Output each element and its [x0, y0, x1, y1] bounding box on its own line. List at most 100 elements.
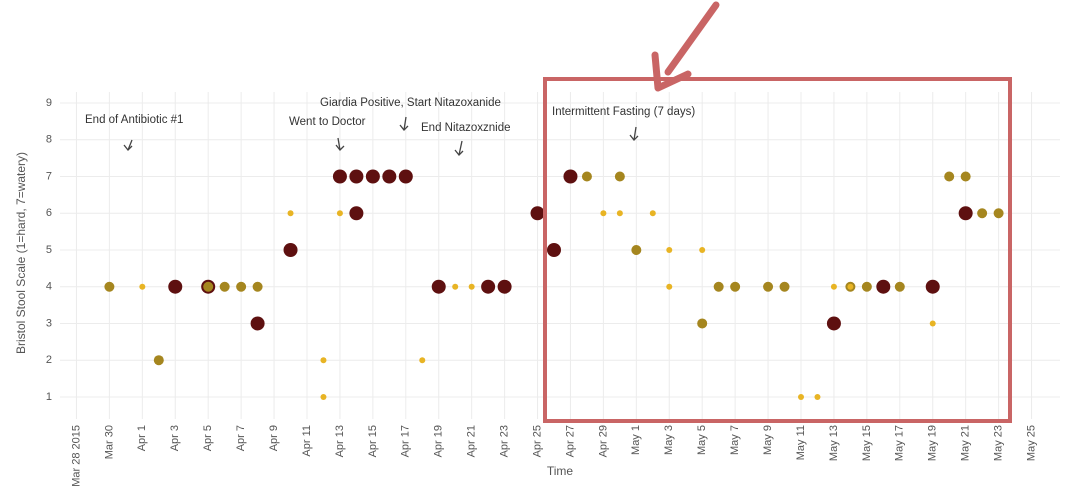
y-tick-label: 1	[46, 391, 52, 403]
y-tick-label: 4	[46, 281, 52, 293]
highlight-arrowhead	[651, 51, 692, 92]
data-point	[252, 281, 263, 292]
annotation-arrow	[127, 139, 133, 151]
data-point	[847, 283, 854, 290]
data-point	[481, 279, 496, 294]
data-point	[798, 393, 804, 400]
data-point	[365, 169, 380, 184]
data-point	[779, 281, 790, 292]
annotation: End of Antibiotic #1	[85, 114, 183, 126]
x-tick-label: May 1	[630, 425, 642, 455]
data-point	[398, 169, 413, 184]
x-tick-label: May 5	[696, 425, 708, 455]
x-tick-label: Apr 17	[400, 425, 412, 457]
x-axis-label: Time	[547, 464, 574, 478]
data-point	[219, 281, 230, 292]
data-point	[104, 281, 115, 292]
x-tick-label: Apr 15	[367, 425, 379, 457]
x-tick-label: May 17	[894, 425, 906, 461]
x-tick-label: Apr 23	[499, 425, 511, 457]
x-tick-label: Apr 19	[433, 425, 445, 457]
data-point	[649, 210, 656, 217]
data-point	[563, 169, 578, 184]
x-tick-label: May 3	[663, 425, 675, 455]
data-point	[287, 210, 294, 217]
annotation-arrowhead	[629, 134, 639, 141]
data-point	[944, 171, 955, 182]
x-tick-label: Apr 27	[564, 425, 576, 457]
annotation-arrow	[458, 140, 463, 156]
x-tick-label: May 13	[828, 425, 840, 461]
data-point	[153, 355, 164, 366]
data-point	[547, 242, 561, 257]
data-point	[382, 169, 397, 184]
data-point	[763, 281, 774, 292]
x-tick-label: Apr 3	[169, 425, 181, 451]
data-point	[929, 320, 936, 327]
data-point	[497, 279, 512, 294]
data-point	[699, 246, 706, 253]
data-point	[139, 283, 146, 290]
data-point	[203, 281, 214, 292]
annotation-arrowhead	[454, 149, 464, 156]
x-tick-label: Mar 28 2015	[70, 425, 82, 487]
data-point	[419, 357, 426, 364]
x-tick-label: May 19	[927, 425, 939, 461]
data-point	[666, 283, 673, 290]
data-point	[730, 281, 741, 292]
y-tick-label: 5	[46, 244, 52, 256]
x-tick-label: May 11	[795, 425, 807, 460]
data-point	[861, 281, 872, 292]
x-tick-label: May 15	[861, 425, 873, 461]
data-point	[830, 283, 837, 290]
data-point	[431, 279, 446, 294]
data-point	[530, 206, 545, 221]
data-point	[468, 283, 475, 290]
y-tick-label: 8	[46, 134, 52, 146]
data-point	[452, 283, 459, 290]
x-tick-label: Mar 30	[103, 425, 115, 459]
annotation: Giardia Positive, Start Nitazoxanide	[320, 97, 501, 109]
data-point	[713, 281, 724, 292]
annotation-arrow	[337, 137, 341, 151]
data-point	[283, 242, 298, 257]
data-point	[666, 246, 673, 253]
data-point	[320, 393, 327, 400]
data-point	[332, 169, 347, 184]
x-tick-label: Apr 13	[334, 425, 346, 457]
y-tick-label: 7	[46, 170, 52, 182]
data-point	[814, 393, 821, 400]
x-tick-label: Apr 21	[466, 425, 478, 457]
data-point	[925, 279, 940, 294]
data-point	[616, 210, 623, 217]
x-tick-label: May 23	[993, 425, 1005, 461]
data-point	[600, 210, 607, 217]
annotation: Intermittent Fasting (7 days)	[552, 106, 695, 118]
data-point	[876, 279, 891, 294]
x-tick-label: May 9	[762, 425, 774, 455]
data-point	[236, 281, 247, 292]
highlight-box	[543, 77, 1012, 423]
y-tick-label: 9	[46, 97, 52, 109]
data-point	[349, 169, 364, 184]
data-point	[993, 208, 1004, 219]
annotation-arrow	[403, 116, 407, 131]
x-tick-label: Apr 5	[202, 425, 214, 451]
data-point	[826, 316, 841, 331]
data-point	[168, 279, 183, 294]
data-point	[894, 281, 905, 292]
annotation-arrow	[633, 126, 637, 141]
x-tick-label: May 25	[1025, 425, 1037, 461]
x-tick-label: Apr 9	[268, 425, 280, 451]
data-point	[320, 357, 327, 364]
data-point	[349, 206, 364, 221]
annotation: Went to Doctor	[289, 116, 366, 128]
x-tick-label: Apr 11	[301, 425, 313, 457]
data-point	[960, 171, 971, 182]
y-tick-label: 3	[46, 317, 52, 329]
data-point	[581, 171, 592, 182]
annotation-arrowhead	[123, 144, 133, 151]
data-point	[631, 244, 642, 255]
annotation-arrowhead	[335, 144, 345, 151]
